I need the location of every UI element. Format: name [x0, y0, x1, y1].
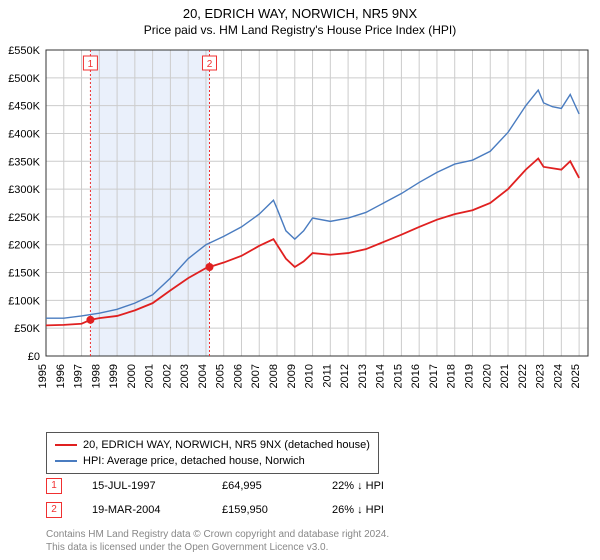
chart-svg: £0 £50K £100K £150K £200K £250K £300K £350K £400… — [0, 44, 600, 424]
transaction-row: 2 19-MAR-2004£159,95026% ↓ HPI — [46, 502, 384, 518]
y-axis-label: £200K — [8, 240, 40, 252]
transaction-price: £64,995 — [222, 480, 332, 492]
x-axis-label: 2014 — [375, 364, 387, 388]
x-axis-label: 2005 — [215, 364, 227, 388]
x-axis-label: 2015 — [392, 364, 404, 388]
x-axis-label: 1995 — [37, 364, 49, 388]
transaction-marker-badge: 2 — [46, 502, 62, 518]
transaction-hpi: 22% ↓ HPI — [332, 480, 384, 492]
chart-title: 20, EDRICH WAY, NORWICH, NR5 9NX — [0, 0, 600, 21]
transaction-hpi: 26% ↓ HPI — [332, 504, 384, 516]
transaction-date: 19-MAR-2004 — [92, 504, 222, 516]
legend-swatch — [55, 460, 77, 462]
x-axis-label: 2007 — [250, 364, 262, 388]
legend: 20, EDRICH WAY, NORWICH, NR5 9NX (detach… — [46, 432, 379, 474]
legend-item: HPI: Average price, detached house, Norw… — [55, 453, 370, 469]
y-axis-label: £400K — [8, 128, 40, 140]
y-axis-label: £50K — [14, 323, 40, 335]
legend-label: HPI: Average price, detached house, Norw… — [83, 453, 305, 469]
marker-badge-number: 1 — [88, 59, 94, 70]
y-axis-label: £0 — [28, 351, 40, 363]
x-axis-label: 2016 — [410, 364, 422, 388]
x-axis-label: 2006 — [232, 364, 244, 388]
y-axis-label: £550K — [8, 45, 40, 57]
x-axis-label: 2000 — [126, 364, 138, 388]
transaction-price: £159,950 — [222, 504, 332, 516]
footnote-line: Contains HM Land Registry data © Crown c… — [46, 528, 389, 541]
chart-plot-area: £0 £50K £100K £150K £200K £250K £300K £350K £400… — [0, 44, 600, 424]
y-axis-label: £350K — [8, 156, 40, 168]
x-axis-label: 1999 — [108, 364, 120, 388]
x-axis-label: 2011 — [321, 364, 333, 388]
marker-badge-number: 2 — [207, 59, 213, 70]
data-point — [86, 316, 94, 324]
x-axis-label: 1998 — [90, 364, 102, 388]
x-axis-label: 2008 — [268, 364, 280, 388]
x-axis-label: 2003 — [179, 364, 191, 388]
chart-container: 20, EDRICH WAY, NORWICH, NR5 9NX Price p… — [0, 0, 600, 560]
x-axis-label: 2004 — [197, 364, 209, 388]
y-axis-label: £150K — [8, 268, 40, 280]
legend-item: 20, EDRICH WAY, NORWICH, NR5 9NX (detach… — [55, 437, 370, 453]
legend-label: 20, EDRICH WAY, NORWICH, NR5 9NX (detach… — [83, 437, 370, 453]
x-axis-label: 2025 — [570, 364, 582, 388]
x-axis-label: 2001 — [144, 364, 156, 388]
x-axis-label: 2023 — [535, 364, 547, 388]
x-axis-label: 2013 — [357, 364, 369, 388]
x-axis-label: 2022 — [517, 364, 529, 388]
y-axis-label: £100K — [8, 295, 40, 307]
data-point — [205, 263, 213, 271]
x-axis-label: 2021 — [499, 364, 511, 388]
footnote: Contains HM Land Registry data © Crown c… — [46, 528, 389, 554]
transaction-date: 15-JUL-1997 — [92, 480, 222, 492]
y-axis-label: £500K — [8, 73, 40, 85]
x-axis-label: 1997 — [73, 364, 85, 388]
x-axis-label: 2018 — [446, 364, 458, 388]
x-axis-label: 2024 — [552, 364, 564, 388]
transaction-marker-badge: 1 — [46, 478, 62, 494]
x-axis-label: 2009 — [286, 364, 298, 388]
x-axis-label: 2010 — [304, 364, 316, 388]
chart-subtitle: Price paid vs. HM Land Registry's House … — [0, 21, 600, 41]
highlight-band — [90, 50, 209, 356]
x-axis-label: 2002 — [161, 364, 173, 388]
y-axis-label: £300K — [8, 184, 40, 196]
x-axis-label: 2020 — [481, 364, 493, 388]
x-axis-label: 2019 — [463, 364, 475, 388]
footnote-line: This data is licensed under the Open Gov… — [46, 541, 389, 554]
y-axis-label: £250K — [8, 212, 40, 224]
legend-swatch — [55, 444, 77, 446]
x-axis-label: 2012 — [339, 364, 351, 388]
x-axis-label: 2017 — [428, 364, 440, 388]
transaction-row: 1 15-JUL-1997£64,99522% ↓ HPI — [46, 478, 384, 494]
x-axis-label: 1996 — [55, 364, 67, 388]
y-axis-label: £450K — [8, 101, 40, 113]
